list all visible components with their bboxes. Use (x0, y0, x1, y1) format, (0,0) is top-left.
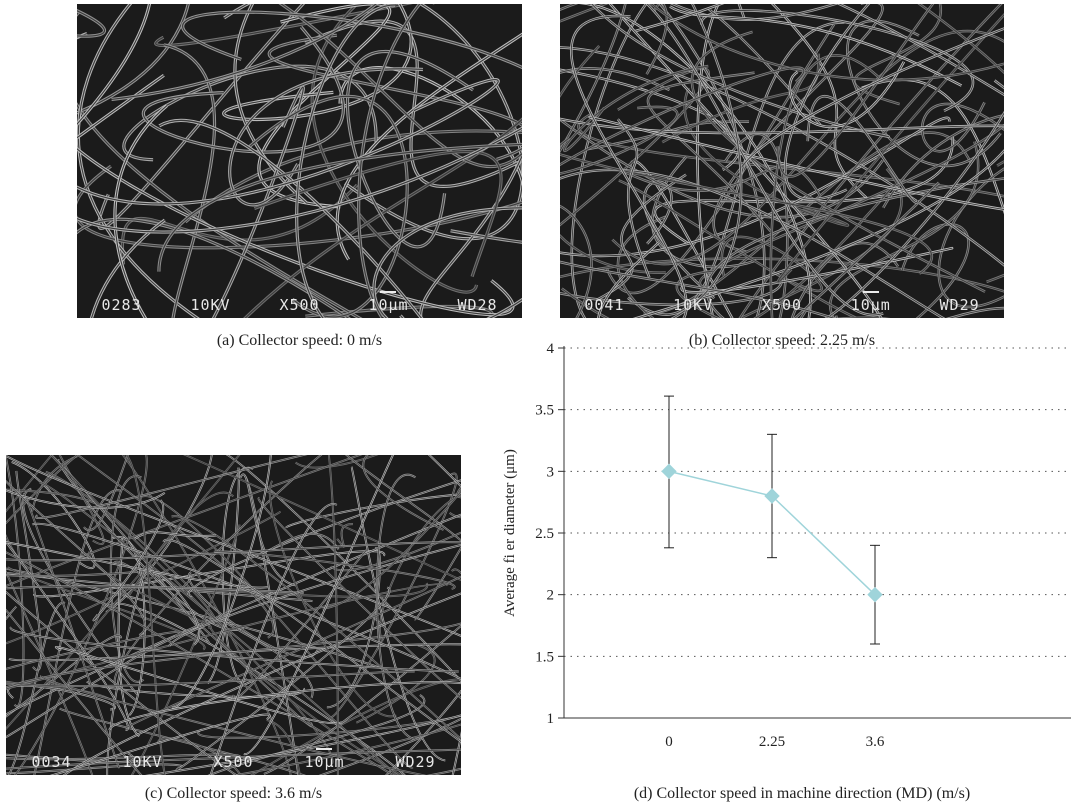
sem-image-number: 0041 (584, 296, 625, 314)
sem-image-number: 0283 (101, 296, 142, 314)
sem-scale-bar: 10μm (368, 291, 408, 314)
caption-c: (c) Collector speed: 3.6 m/s (144, 785, 323, 802)
sem-image-c: 0034 10KV X500 10μm WD29 (6, 455, 461, 775)
x-tick-label: 3.6 (866, 734, 885, 750)
sem-scale-bar: 10μm (851, 291, 891, 314)
x-tick-label: 2.25 (759, 734, 785, 750)
sem-scale-bar: 10μm (304, 748, 344, 771)
sem-magnification: X500 (279, 296, 320, 314)
sem-info-bar-c: 0034 10KV X500 10μm WD29 (6, 748, 461, 771)
sem-magnification: X500 (761, 296, 803, 314)
sem-info-bar-b: 0041 10KV X500 10μm WD29 (560, 291, 1004, 314)
sem-voltage: 10KV (122, 753, 163, 771)
sem-voltage: 10KV (673, 296, 714, 314)
sem-working-distance: WD29 (395, 753, 436, 771)
sem-voltage: 10KV (190, 296, 231, 314)
data-point (867, 586, 883, 603)
sem-info-bar-a: 0283 10KV X500 10μm WD28 (77, 291, 522, 314)
sem-working-distance: WD29 (939, 296, 980, 314)
x-tick-label: 0 (665, 734, 673, 750)
data-point (764, 488, 780, 504)
y-tick-label: 1 (547, 711, 555, 727)
y-tick-label: 2.5 (535, 526, 554, 542)
sem-working-distance: WD28 (457, 296, 498, 314)
sem-magnification: X500 (213, 753, 254, 771)
sem-image-number: 0034 (31, 753, 72, 771)
sem-image-a: 0283 10KV X500 10μm WD28 (77, 4, 522, 318)
y-axis-label: Average fi er diameter (μm) (502, 449, 518, 617)
y-tick-label: 3.5 (535, 403, 554, 419)
data-point (661, 463, 677, 480)
caption-d: (d) Collector speed in machine direction… (633, 785, 971, 802)
caption-b: (b) Collector speed: 2.25 m/s (688, 332, 876, 349)
y-tick-label: 2 (547, 588, 555, 604)
fiber-diameter-chart: 1 1.5 2 2.5 3 3.5 4 0 2.25 3.6 Average fi er diame… (502, 341, 1071, 750)
y-tick-label: 3 (547, 464, 555, 480)
caption-a: (a) Collector speed: 0 m/s (216, 332, 383, 349)
y-tick-label: 4 (547, 341, 555, 357)
y-tick-label: 1.5 (535, 649, 554, 665)
sem-image-b: 0041 10KV X500 10μm WD29 (560, 4, 1004, 318)
